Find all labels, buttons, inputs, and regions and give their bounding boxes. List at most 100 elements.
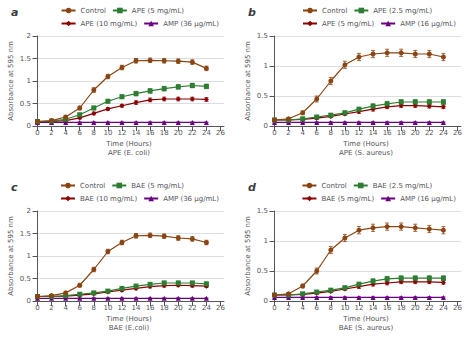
svg-text:2: 2 <box>286 304 290 312</box>
svg-text:12: 12 <box>355 304 364 312</box>
svg-text:0.5: 0.5 <box>257 92 268 100</box>
svg-text:0: 0 <box>27 122 31 130</box>
svg-text:2: 2 <box>27 207 31 215</box>
svg-text:BAE (2.5 mg/mL): BAE (2.5 mg/mL) <box>373 182 433 190</box>
svg-text:0: 0 <box>27 297 31 305</box>
svg-text:Time (Hours): Time (Hours) <box>105 315 152 323</box>
svg-text:Control: Control <box>80 182 105 190</box>
svg-text:10: 10 <box>340 129 349 137</box>
svg-text:Absorbance at 595 nm: Absorbance at 595 nm <box>244 41 252 121</box>
svg-text:20: 20 <box>411 304 420 312</box>
svg-text:APE (E. coli): APE (E. coli) <box>108 149 150 157</box>
svg-text:BAE (10 mg/mL): BAE (10 mg/mL) <box>80 195 137 203</box>
svg-text:APE (2.5 mg/mL): APE (2.5 mg/mL) <box>373 7 432 15</box>
svg-text:2: 2 <box>49 129 53 137</box>
svg-text:0.5: 0.5 <box>257 267 268 275</box>
svg-text:24: 24 <box>439 129 448 137</box>
svg-text:2: 2 <box>27 32 31 40</box>
svg-text:Control: Control <box>81 7 106 15</box>
svg-text:14: 14 <box>369 304 378 312</box>
svg-text:1: 1 <box>264 237 268 245</box>
svg-text:18: 18 <box>160 129 169 137</box>
svg-text:b: b <box>248 6 256 19</box>
svg-text:1: 1 <box>27 252 31 260</box>
svg-text:26: 26 <box>216 129 225 137</box>
svg-text:0: 0 <box>35 129 39 137</box>
svg-text:22: 22 <box>425 304 434 312</box>
svg-text:1.5: 1.5 <box>20 55 31 63</box>
svg-text:18: 18 <box>397 129 406 137</box>
svg-text:1.5: 1.5 <box>257 207 268 215</box>
svg-text:8: 8 <box>329 129 333 137</box>
svg-text:APE (S. aureus): APE (S. aureus) <box>339 149 393 157</box>
svg-text:Time (Hours): Time (Hours) <box>342 315 389 323</box>
svg-text:16: 16 <box>146 304 155 312</box>
svg-text:Time (Hours): Time (Hours) <box>105 140 152 148</box>
svg-text:10: 10 <box>103 129 112 137</box>
svg-text:20: 20 <box>411 129 420 137</box>
svg-text:6: 6 <box>315 129 320 137</box>
svg-text:12: 12 <box>118 304 127 312</box>
svg-text:6: 6 <box>78 129 83 137</box>
svg-text:4: 4 <box>300 304 305 312</box>
svg-text:BAE (E.coli): BAE (E.coli) <box>109 324 150 332</box>
svg-text:c: c <box>11 181 18 194</box>
svg-text:Absorbance at 595 nm: Absorbance at 595 nm <box>244 216 252 296</box>
svg-text:10: 10 <box>340 304 349 312</box>
svg-text:Control: Control <box>321 182 346 190</box>
svg-text:24: 24 <box>202 304 211 312</box>
svg-text:0: 0 <box>272 129 276 137</box>
svg-text:18: 18 <box>160 304 169 312</box>
svg-text:BAE (5 mg/mL): BAE (5 mg/mL) <box>321 195 374 203</box>
svg-text:Control: Control <box>322 7 347 15</box>
svg-text:26: 26 <box>453 129 462 137</box>
svg-text:20: 20 <box>174 129 183 137</box>
svg-text:22: 22 <box>425 129 434 137</box>
svg-text:APE (10 mg/mL): APE (10 mg/mL) <box>81 20 138 28</box>
svg-text:AMP (16 μg/mL): AMP (16 μg/mL) <box>400 195 456 203</box>
svg-text:14: 14 <box>369 129 378 137</box>
svg-text:AMP (36 μg/mL): AMP (36 μg/mL) <box>163 195 219 203</box>
svg-text:16: 16 <box>383 304 392 312</box>
svg-text:APE (5 mg/mL): APE (5 mg/mL) <box>132 7 184 15</box>
svg-text:1.5: 1.5 <box>20 230 31 238</box>
svg-text:0: 0 <box>35 304 39 312</box>
svg-text:d: d <box>248 181 256 194</box>
svg-text:18: 18 <box>397 304 406 312</box>
svg-text:14: 14 <box>132 304 141 312</box>
svg-text:0.5: 0.5 <box>20 100 31 108</box>
svg-text:Time (Hours): Time (Hours) <box>342 140 389 148</box>
svg-text:1.5: 1.5 <box>257 32 268 40</box>
svg-text:22: 22 <box>188 129 197 137</box>
svg-text:14: 14 <box>132 129 141 137</box>
svg-text:24: 24 <box>202 129 211 137</box>
svg-text:Absorbance at 595 nm: Absorbance at 595 nm <box>7 216 15 296</box>
svg-text:20: 20 <box>174 304 183 312</box>
svg-text:BAE (5 mg/mL): BAE (5 mg/mL) <box>131 182 184 190</box>
svg-text:0: 0 <box>264 297 268 305</box>
svg-text:AMP (16 μg/mL): AMP (16 μg/mL) <box>400 20 456 28</box>
svg-text:2: 2 <box>286 129 290 137</box>
svg-text:AMP (36 μg/mL): AMP (36 μg/mL) <box>163 20 219 28</box>
svg-text:8: 8 <box>92 129 96 137</box>
svg-text:26: 26 <box>216 304 225 312</box>
svg-text:0: 0 <box>272 304 276 312</box>
svg-text:8: 8 <box>92 304 96 312</box>
svg-text:1: 1 <box>264 62 268 70</box>
svg-text:12: 12 <box>355 129 364 137</box>
svg-text:24: 24 <box>439 304 448 312</box>
svg-text:8: 8 <box>329 304 333 312</box>
svg-text:APE (5 mg/mL): APE (5 mg/mL) <box>322 20 374 28</box>
svg-text:a: a <box>11 6 18 19</box>
svg-text:4: 4 <box>300 129 305 137</box>
svg-text:2: 2 <box>49 304 53 312</box>
svg-text:1: 1 <box>27 77 31 85</box>
svg-text:6: 6 <box>315 304 320 312</box>
svg-text:10: 10 <box>103 304 112 312</box>
svg-text:22: 22 <box>188 304 197 312</box>
svg-text:12: 12 <box>118 129 127 137</box>
svg-text:BAE (S. aureus): BAE (S. aureus) <box>339 324 394 332</box>
svg-text:Absorbance at 595 nm: Absorbance at 595 nm <box>7 41 15 121</box>
svg-text:4: 4 <box>63 129 68 137</box>
svg-text:26: 26 <box>453 304 462 312</box>
